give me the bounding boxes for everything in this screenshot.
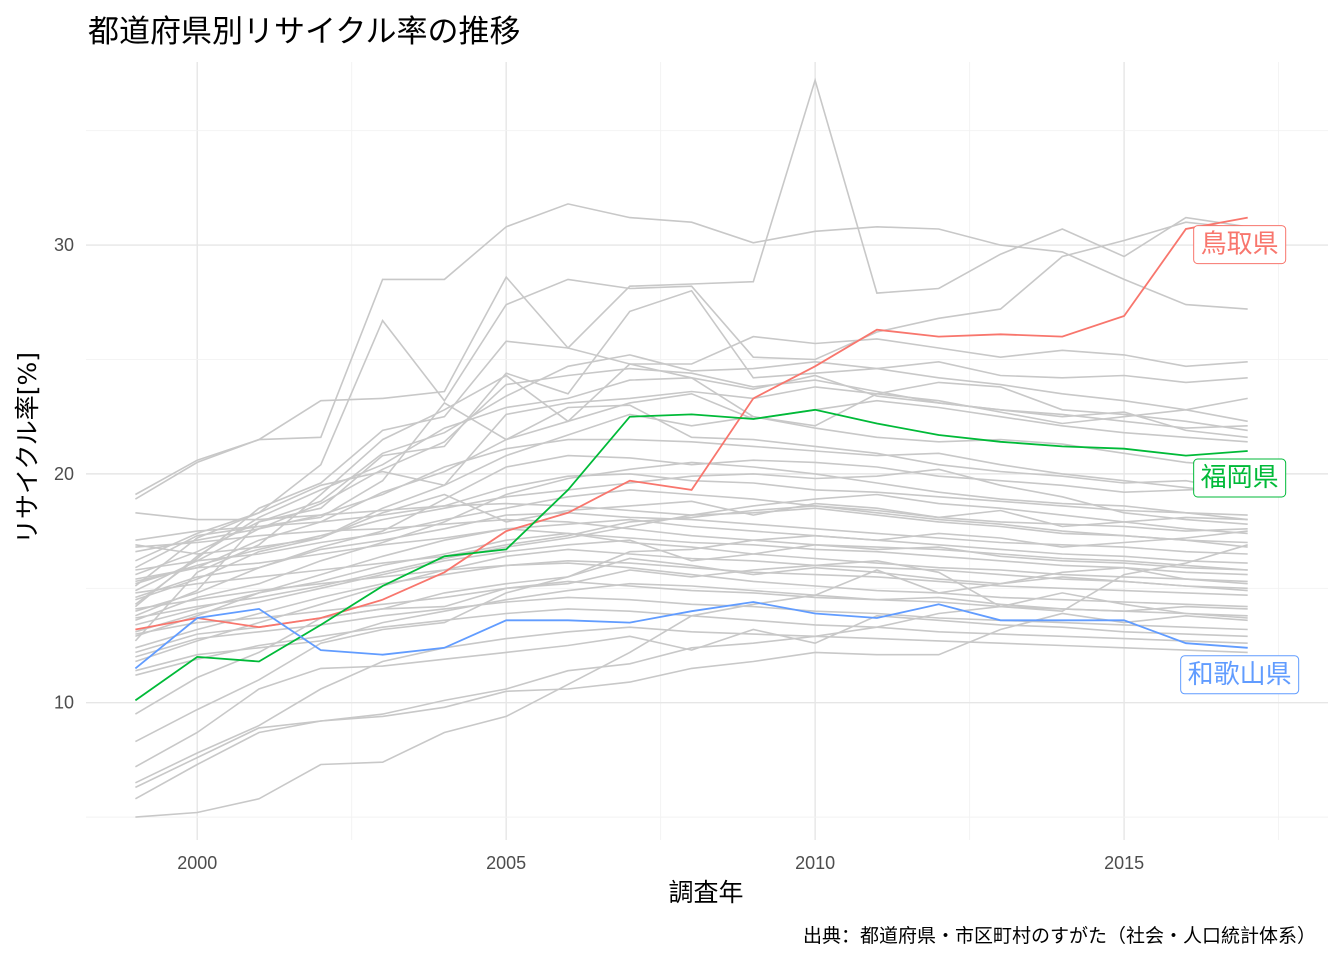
series-label-福岡県: 福岡県 [1193, 458, 1287, 498]
y-tick-label: 20 [54, 464, 74, 484]
background-series-line [135, 489, 1248, 571]
background-series-line [135, 511, 1248, 599]
caption: 出典：都道府県・市区町村のすがた（社会・人口統計体系） [803, 925, 1316, 947]
background-series-line [134, 221, 1248, 587]
background-series-line [135, 354, 1248, 576]
background-series-line [135, 566, 1248, 818]
background-series-line [135, 505, 1248, 594]
series-label-text: 鳥取県 [1201, 230, 1279, 260]
series-label-鳥取県: 鳥取県 [1193, 225, 1287, 265]
background-series-line [135, 473, 1248, 541]
background-series-line [135, 530, 1248, 743]
y-tick-label: 10 [54, 693, 74, 713]
series-label-box [1193, 225, 1287, 265]
background-series-line [135, 454, 1248, 612]
series-line-鳥取県 [135, 216, 1248, 631]
x-axis-ticks: 2000 2005 2010 2015 [177, 853, 1144, 873]
background-series-line [135, 493, 1248, 555]
series-label-box [1180, 655, 1300, 695]
background-series-line [135, 468, 1248, 585]
background-series-line [135, 608, 1248, 676]
y-axis-title: リサイクル率[%] [13, 352, 42, 544]
background-series-line [135, 539, 1248, 633]
background-series-line [135, 527, 1248, 583]
background-series-line [135, 559, 1248, 649]
series-label-和歌山県: 和歌山県 [1180, 655, 1300, 695]
background-series-line [135, 532, 1248, 626]
background-series-line [135, 626, 1248, 784]
x-tick-label: 2010 [795, 853, 835, 873]
background-series-line [135, 367, 1248, 592]
y-axis-ticks: 10 20 30 [54, 235, 74, 713]
series-label-box [1193, 458, 1287, 498]
background-series-line [135, 548, 1248, 663]
background-series-line [135, 386, 1248, 562]
background-series-line [135, 562, 1248, 610]
background-series-line [134, 363, 1248, 642]
series-label-text: 福岡県 [1201, 463, 1279, 493]
background-series-line [134, 335, 1248, 605]
background-series-line [135, 614, 1248, 768]
x-tick-label: 2000 [177, 853, 217, 873]
x-tick-label: 2015 [1104, 853, 1144, 873]
background-series-line [135, 493, 1248, 619]
background-series-line [135, 401, 1248, 569]
background-series-line [135, 518, 1248, 571]
x-axis-title: 調査年 [668, 878, 743, 907]
series-label-text: 和歌山県 [1188, 660, 1292, 690]
background-series-line [135, 592, 1248, 800]
background-series-line [135, 77, 1248, 496]
background-series-group [134, 77, 1248, 818]
x-tick-label: 2005 [486, 853, 526, 873]
series-line-福岡県 [134, 408, 1248, 702]
background-series-line [135, 289, 1248, 617]
chart-title: 都道府県別リサイクル率の推移 [88, 14, 520, 50]
series-line-和歌山県 [134, 601, 1248, 670]
y-tick-label: 30 [54, 235, 74, 255]
background-series-line [135, 582, 1248, 672]
highlighted-series-group [134, 216, 1248, 702]
background-series-line [134, 203, 1248, 500]
background-series-line [135, 518, 1248, 638]
background-series-line [135, 461, 1248, 622]
